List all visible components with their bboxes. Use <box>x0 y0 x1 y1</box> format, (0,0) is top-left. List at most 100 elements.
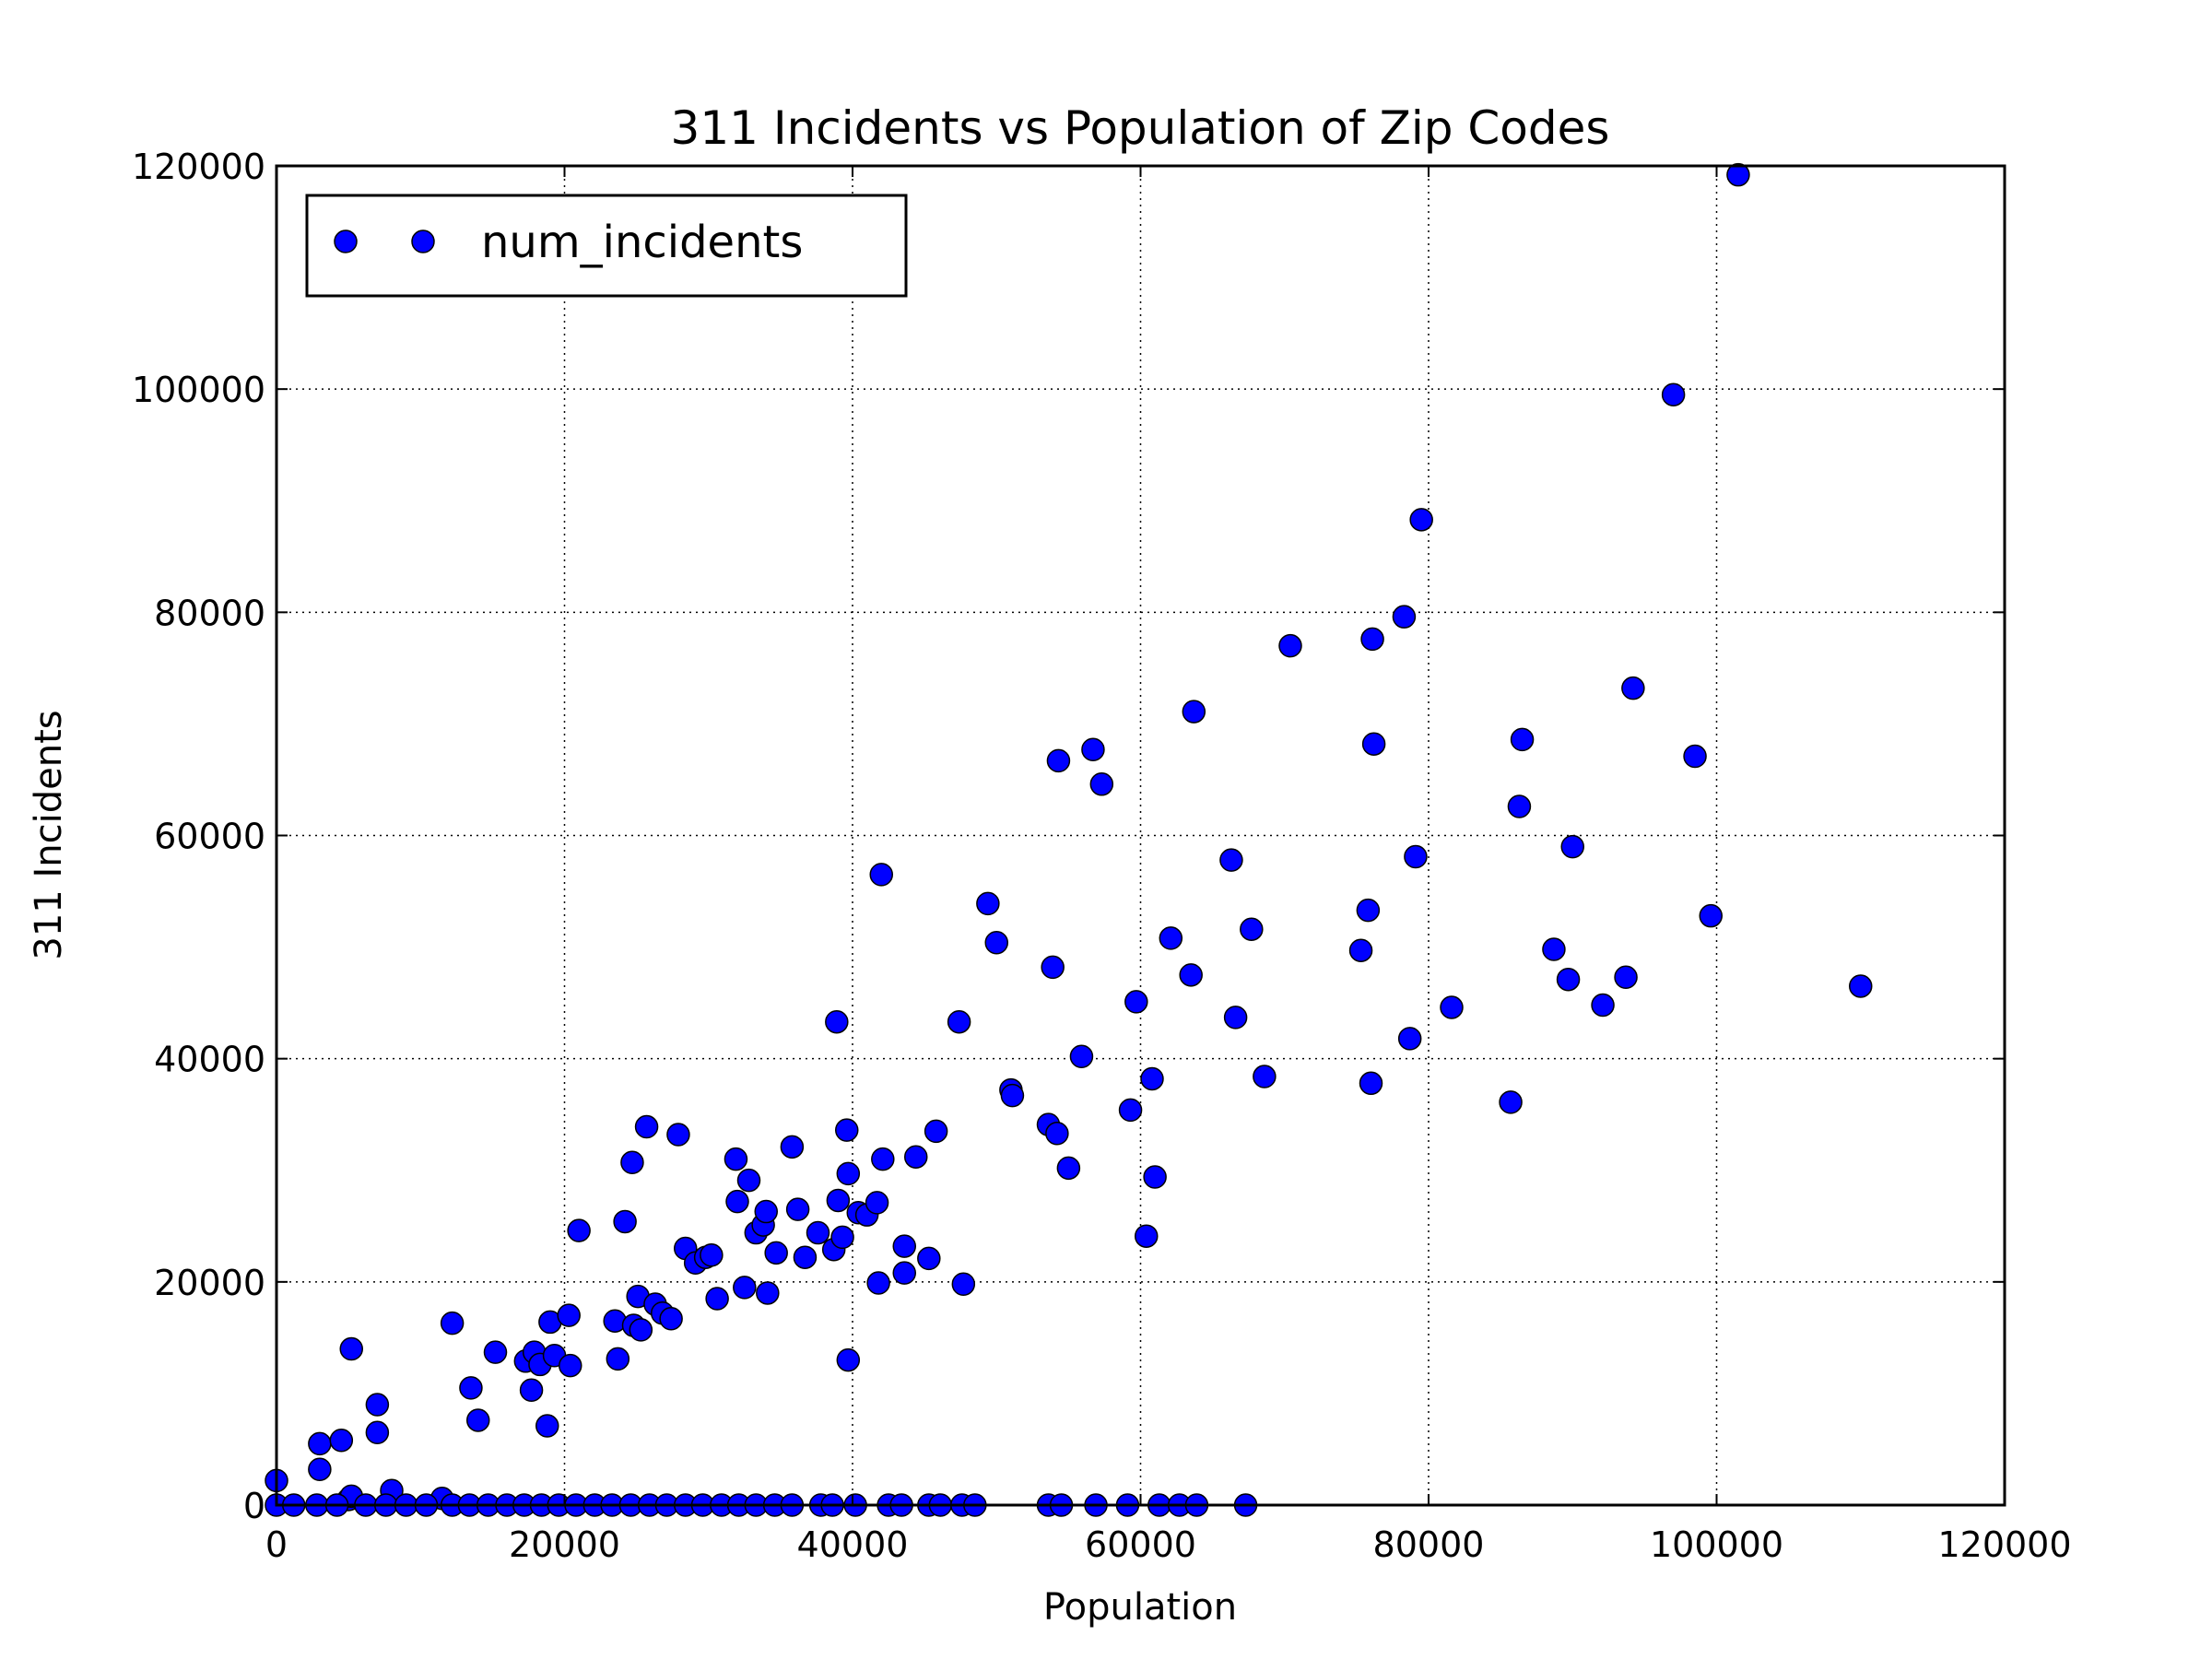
data-point <box>1591 993 1615 1018</box>
data-point <box>1359 1071 1383 1096</box>
data-point <box>866 1271 890 1295</box>
data-point <box>1849 974 1873 998</box>
data-point <box>1179 963 1203 987</box>
data-point <box>826 1188 851 1213</box>
data-point <box>535 1414 559 1438</box>
data-point <box>1699 903 1723 928</box>
y-tick-label: 100000 <box>132 370 265 410</box>
y-tick-label: 40000 <box>154 1040 265 1080</box>
data-point <box>606 1347 630 1371</box>
x-tick-label: 40000 <box>797 1524 909 1565</box>
data-point <box>567 1218 591 1242</box>
data-point <box>483 1340 508 1364</box>
data-point <box>1542 937 1566 961</box>
data-point <box>1140 1066 1164 1091</box>
data-point <box>1089 772 1114 796</box>
data-point <box>1392 605 1417 629</box>
data-point <box>1000 1083 1025 1108</box>
data-point <box>1118 1098 1143 1123</box>
data-points <box>265 162 1873 1517</box>
data-point <box>1278 633 1302 658</box>
data-point <box>976 891 1000 916</box>
grid-lines <box>276 166 2005 1505</box>
data-point <box>613 1209 637 1234</box>
y-tick-label: 20000 <box>154 1263 265 1303</box>
y-axis-label: 311 Incidents <box>28 710 70 959</box>
data-point <box>1045 1122 1069 1146</box>
data-point <box>924 1119 948 1144</box>
y-tick-label: 120000 <box>132 147 265 187</box>
data-point <box>1507 794 1532 818</box>
legend-marker <box>334 229 358 253</box>
y-tick-label: 60000 <box>154 817 265 857</box>
data-point <box>1360 627 1384 652</box>
data-point <box>754 1199 778 1224</box>
data-point <box>764 1241 788 1265</box>
x-tick-label: 0 <box>265 1524 288 1565</box>
x-tick-label: 20000 <box>509 1524 620 1565</box>
data-point <box>1499 1090 1523 1114</box>
data-point <box>1661 382 1686 406</box>
data-point <box>785 1197 810 1221</box>
data-point <box>459 1376 483 1400</box>
x-tick-label: 100000 <box>1650 1524 1783 1565</box>
data-point <box>365 1393 390 1417</box>
data-point <box>725 1189 749 1214</box>
data-point <box>733 1276 757 1300</box>
data-point <box>1621 676 1645 700</box>
data-point <box>1219 848 1243 872</box>
data-point <box>466 1408 490 1432</box>
data-point <box>1510 727 1535 752</box>
data-point <box>830 1225 854 1250</box>
x-tick-label: 120000 <box>1937 1524 2071 1565</box>
data-point <box>869 863 893 887</box>
data-point <box>756 1281 780 1305</box>
data-point <box>1081 737 1105 762</box>
data-point <box>634 1114 659 1139</box>
data-point <box>700 1243 724 1267</box>
data-point <box>308 1457 332 1482</box>
data-point <box>806 1220 830 1245</box>
data-point <box>865 1191 889 1215</box>
legend-box <box>305 194 908 298</box>
data-point <box>835 1118 859 1142</box>
data-point <box>666 1123 690 1147</box>
data-point <box>1056 1156 1081 1181</box>
data-point <box>1560 834 1584 859</box>
data-point <box>1409 508 1433 532</box>
data-point <box>519 1378 544 1403</box>
data-point <box>1046 748 1071 773</box>
data-point <box>659 1307 683 1331</box>
data-point <box>308 1431 332 1456</box>
data-point <box>984 930 1008 955</box>
data-point <box>1069 1044 1094 1068</box>
data-point <box>705 1287 729 1311</box>
data-point <box>892 1261 916 1285</box>
legend-marker <box>411 229 435 253</box>
y-tick-label: 0 <box>243 1486 265 1526</box>
y-tick-label: 80000 <box>154 593 265 633</box>
chart-title: 311 Incidents vs Population of Zip Codes <box>671 101 1610 155</box>
data-point <box>1182 700 1206 724</box>
data-point <box>1404 844 1428 869</box>
data-point <box>1135 1224 1159 1248</box>
data-point <box>1159 926 1183 950</box>
data-point <box>559 1353 582 1378</box>
data-point <box>1240 917 1264 941</box>
data-point <box>825 1009 849 1034</box>
data-point <box>736 1168 761 1193</box>
data-point <box>904 1145 928 1169</box>
data-point <box>1614 965 1638 990</box>
data-point <box>329 1429 354 1453</box>
data-point <box>1683 744 1707 769</box>
data-point <box>951 1272 976 1297</box>
data-point <box>1440 995 1464 1019</box>
data-point <box>440 1311 465 1335</box>
x-axis-label: Population <box>1043 1586 1237 1629</box>
data-point <box>620 1150 644 1175</box>
data-point <box>1356 898 1381 923</box>
data-point <box>892 1234 916 1258</box>
data-point <box>1556 967 1581 992</box>
data-point <box>629 1318 653 1342</box>
